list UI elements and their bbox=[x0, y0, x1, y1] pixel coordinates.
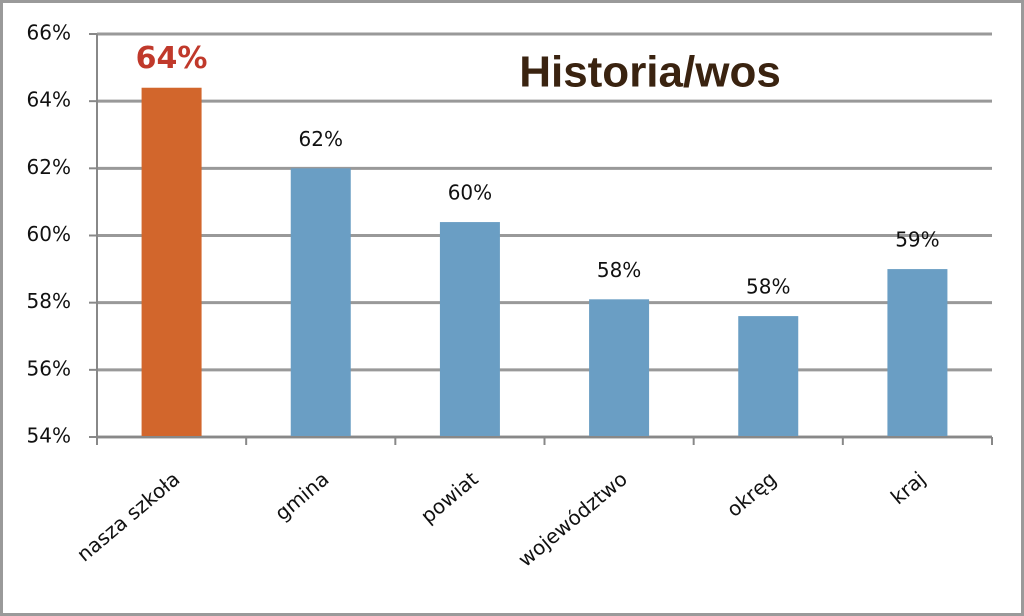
chart-title: Historia/wos bbox=[519, 48, 781, 97]
y-tick-label: 62% bbox=[27, 155, 71, 179]
bar bbox=[290, 168, 351, 438]
bar bbox=[141, 87, 202, 437]
value-label: 58% bbox=[597, 258, 641, 282]
value-label: 59% bbox=[895, 228, 939, 252]
bar bbox=[887, 269, 948, 437]
y-tick-label: 56% bbox=[27, 356, 71, 380]
value-label: 60% bbox=[448, 181, 492, 205]
bar bbox=[738, 316, 799, 437]
value-label: 64% bbox=[136, 41, 208, 76]
value-label: 58% bbox=[746, 275, 790, 299]
y-tick-label: 58% bbox=[27, 289, 71, 313]
y-tick-label: 64% bbox=[27, 88, 71, 112]
y-tick-label: 66% bbox=[27, 21, 71, 45]
value-label: 62% bbox=[299, 127, 343, 151]
bar bbox=[439, 222, 500, 437]
bar bbox=[589, 299, 650, 437]
y-tick-label: 60% bbox=[27, 222, 71, 246]
y-tick-label: 54% bbox=[27, 424, 71, 448]
